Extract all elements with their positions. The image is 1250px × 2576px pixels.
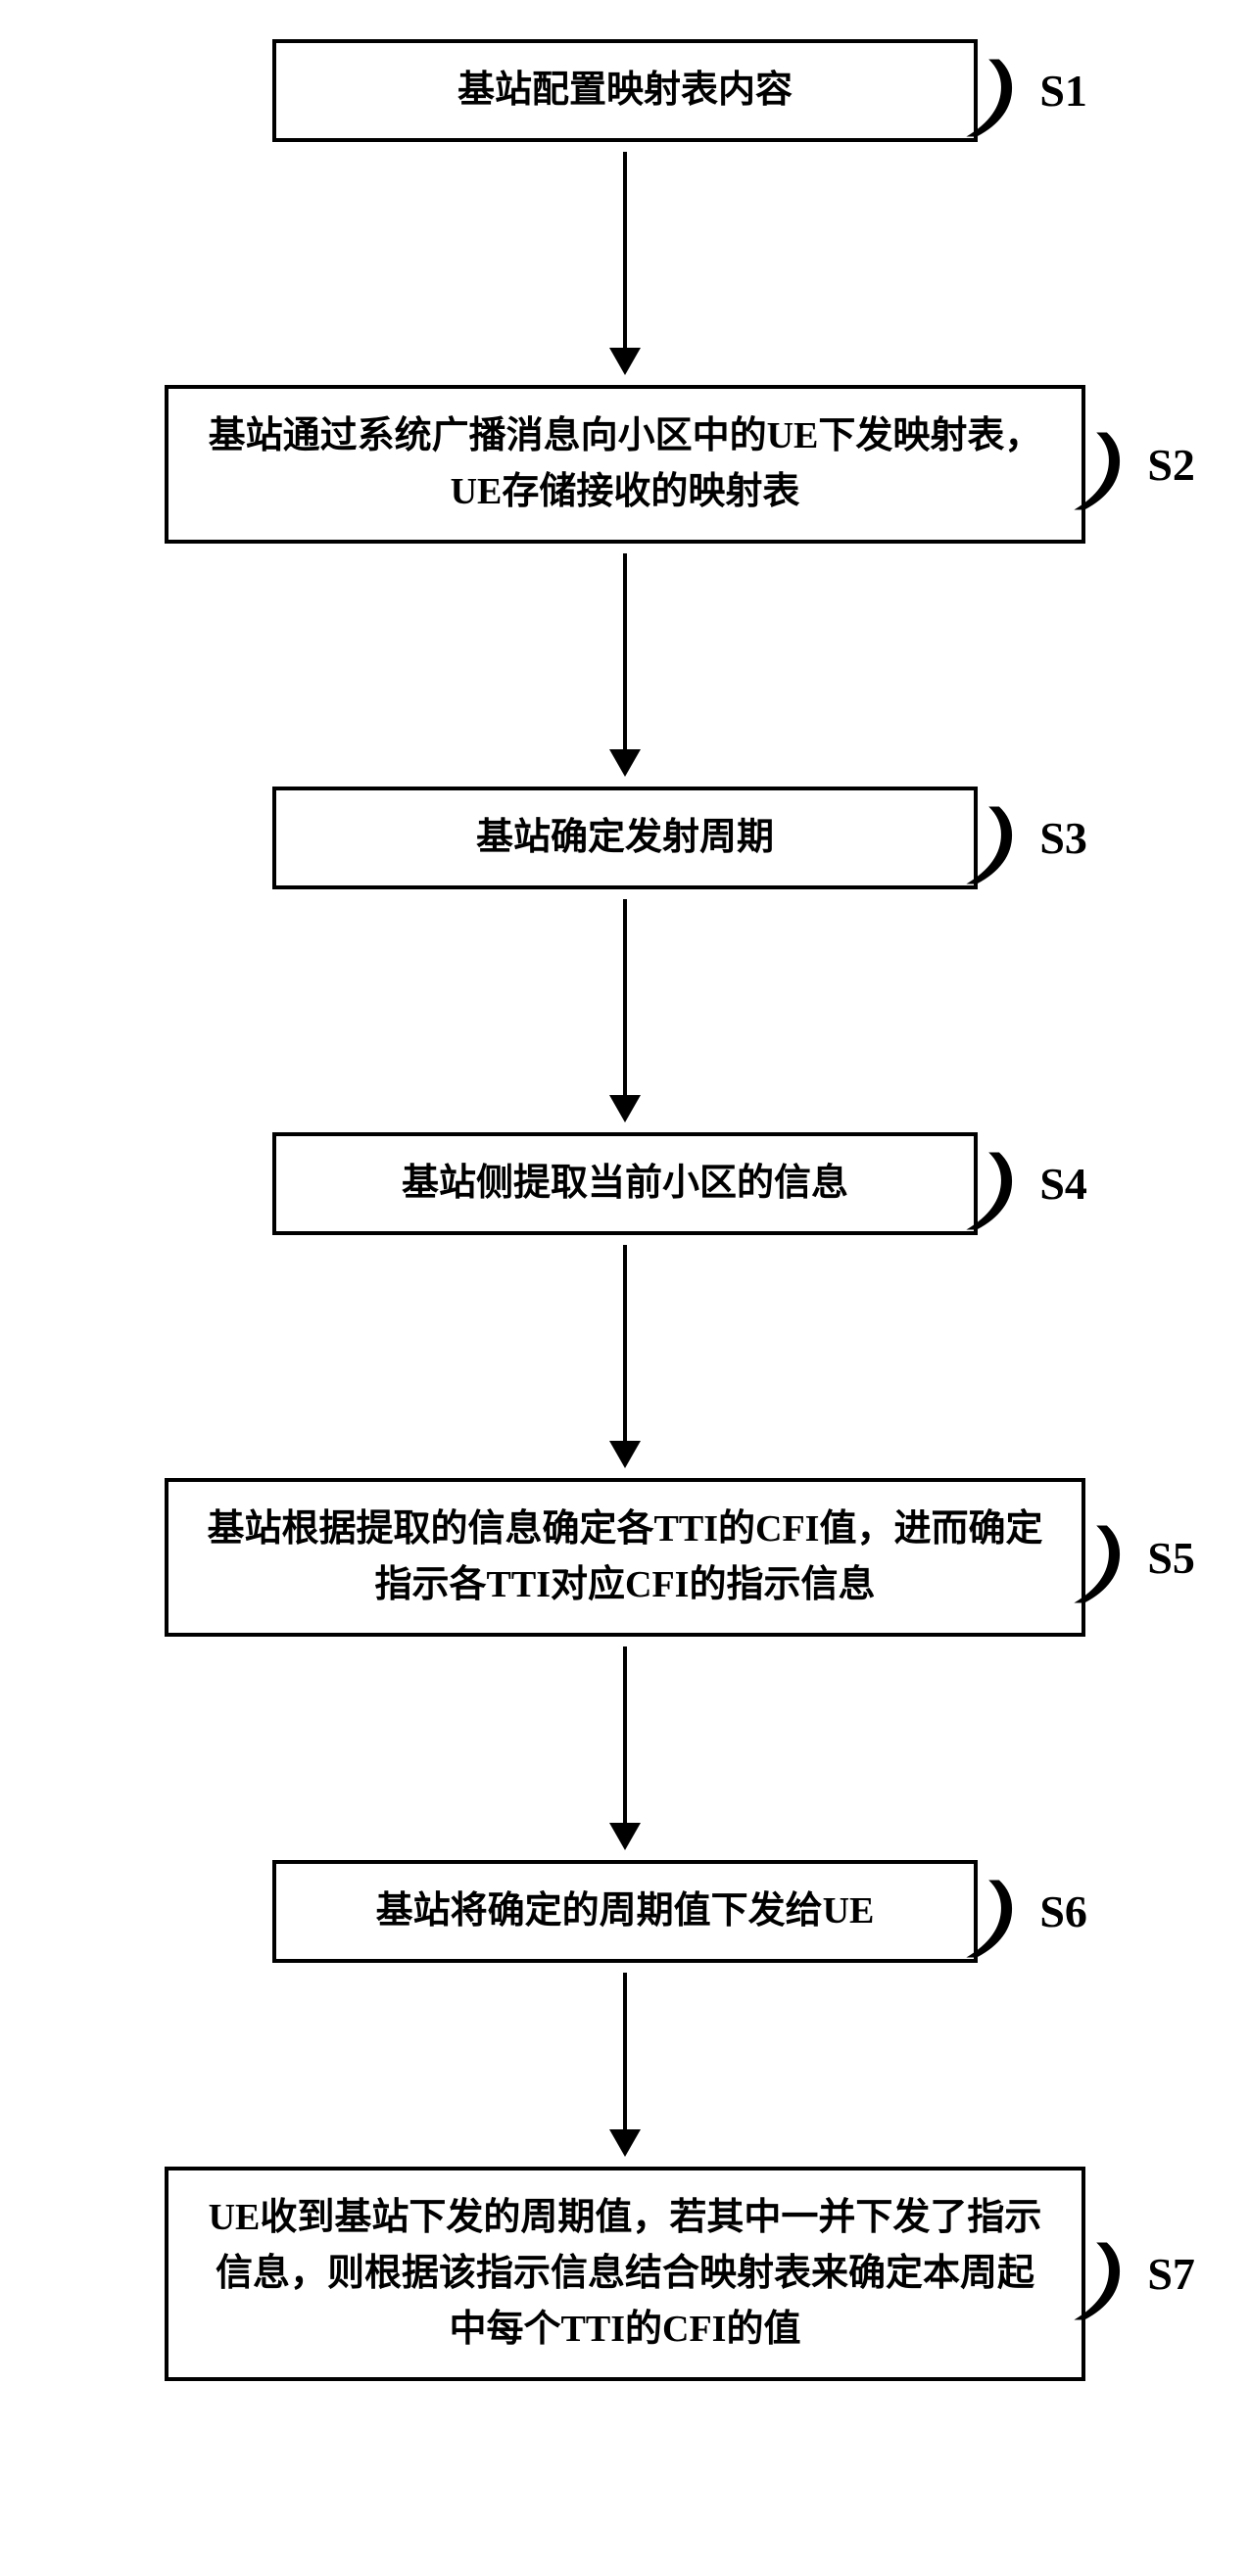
arrow-line [623,553,627,749]
arrow-3 [609,899,641,1122]
step-box-5: 基站根据提取的信息确定各TTI的CFI值，进而确定指示各TTI对应CFI的指示信… [165,1478,1085,1637]
step-label-7: S7 [1147,2248,1195,2300]
step-text-3: 基站确定发射周期 [476,810,774,866]
arrow-head-icon [609,2129,641,2157]
step-row-3: 基站确定发射周期 ) S3 [20,787,1230,889]
bracket-icon: ) [1086,2227,1128,2321]
step-label-wrap-4: ) S4 [987,1145,1087,1223]
step-label-wrap-5: ) S5 [1095,1518,1195,1597]
step-label-wrap-3: ) S3 [987,799,1087,878]
flowchart-container: 基站配置映射表内容 ) S1 基站通过系统广播消息向小区中的UE下发映射表，UE… [20,39,1230,2381]
arrow-line [623,1245,627,1441]
step-label-1: S1 [1039,65,1087,117]
arrow-head-icon [609,749,641,777]
arrow-head-icon [609,1441,641,1468]
step-text-7: UE收到基站下发的周期值，若其中一并下发了指示信息，则根据该指示信息结合映射表来… [198,2190,1052,2358]
arrow-1 [609,152,641,375]
step-row-7: UE收到基站下发的周期值，若其中一并下发了指示信息，则根据该指示信息结合映射表来… [20,2167,1230,2381]
arrow-head-icon [609,348,641,375]
arrow-line [623,152,627,348]
step-box-3: 基站确定发射周期 [272,787,978,889]
step-label-wrap-7: ) S7 [1095,2235,1195,2314]
arrow-6 [609,1973,641,2157]
step-box-2: 基站通过系统广播消息向小区中的UE下发映射表，UE存储接收的映射表 [165,385,1085,544]
step-label-2: S2 [1147,439,1195,491]
step-label-wrap-2: ) S2 [1095,425,1195,503]
bracket-icon: ) [1086,417,1128,511]
arrow-4 [609,1245,641,1468]
step-text-1: 基站配置映射表内容 [457,63,793,119]
step-box-7: UE收到基站下发的周期值，若其中一并下发了指示信息，则根据该指示信息结合映射表来… [165,2167,1085,2381]
arrow-line [623,899,627,1095]
step-label-wrap-1: ) S1 [987,52,1087,130]
step-text-4: 基站侧提取当前小区的信息 [402,1156,848,1212]
step-row-2: 基站通过系统广播消息向小区中的UE下发映射表，UE存储接收的映射表 ) S2 [20,385,1230,544]
step-row-1: 基站配置映射表内容 ) S1 [20,39,1230,142]
step-label-4: S4 [1039,1158,1087,1210]
step-label-wrap-6: ) S6 [987,1873,1087,1951]
arrow-head-icon [609,1095,641,1122]
step-box-4: 基站侧提取当前小区的信息 [272,1132,978,1235]
arrow-2 [609,553,641,777]
step-text-6: 基站将确定的周期值下发给UE [376,1884,875,1939]
bracket-icon: ) [979,44,1020,138]
arrow-5 [609,1646,641,1850]
step-label-3: S3 [1039,812,1087,864]
step-box-6: 基站将确定的周期值下发给UE [272,1860,978,1963]
step-text-5: 基站根据提取的信息确定各TTI的CFI值，进而确定指示各TTI对应CFI的指示信… [198,1502,1052,1613]
arrow-line [623,1646,627,1823]
arrow-line [623,1973,627,2129]
step-label-5: S5 [1147,1532,1195,1584]
step-row-5: 基站根据提取的信息确定各TTI的CFI值，进而确定指示各TTI对应CFI的指示信… [20,1478,1230,1637]
step-box-1: 基站配置映射表内容 [272,39,978,142]
bracket-icon: ) [1086,1510,1128,1604]
bracket-icon: ) [979,1865,1020,1959]
step-row-6: 基站将确定的周期值下发给UE ) S6 [20,1860,1230,1963]
bracket-icon: ) [979,1137,1020,1231]
bracket-icon: ) [979,791,1020,885]
step-row-4: 基站侧提取当前小区的信息 ) S4 [20,1132,1230,1235]
step-label-6: S6 [1039,1885,1087,1937]
step-text-2: 基站通过系统广播消息向小区中的UE下发映射表，UE存储接收的映射表 [198,408,1052,520]
arrow-head-icon [609,1823,641,1850]
